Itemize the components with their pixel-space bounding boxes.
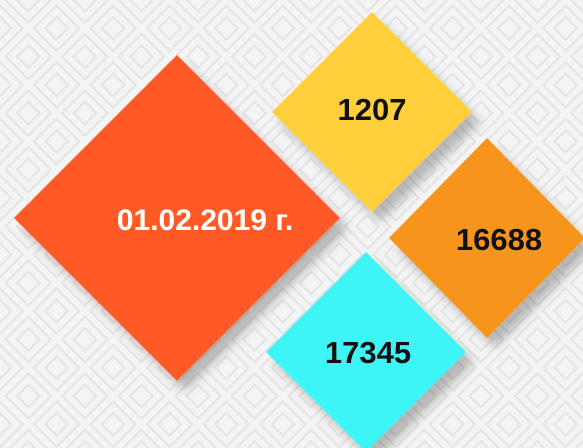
- diamond: [14, 55, 340, 381]
- tile-yellow: 1207: [272, 12, 472, 212]
- tile-cyan: 17345: [266, 252, 466, 448]
- tile-value: 17345: [325, 335, 411, 370]
- diamond: [266, 252, 466, 448]
- diamond: [272, 12, 472, 212]
- tile-orange: 16688: [389, 138, 583, 338]
- date-label: 01.02.2019 г.: [117, 204, 293, 237]
- tile-value: 16688: [456, 222, 542, 257]
- tile-value: 1207: [338, 92, 407, 127]
- diamond: [389, 138, 583, 338]
- tile-date: 01.02.2019 г.: [14, 55, 340, 381]
